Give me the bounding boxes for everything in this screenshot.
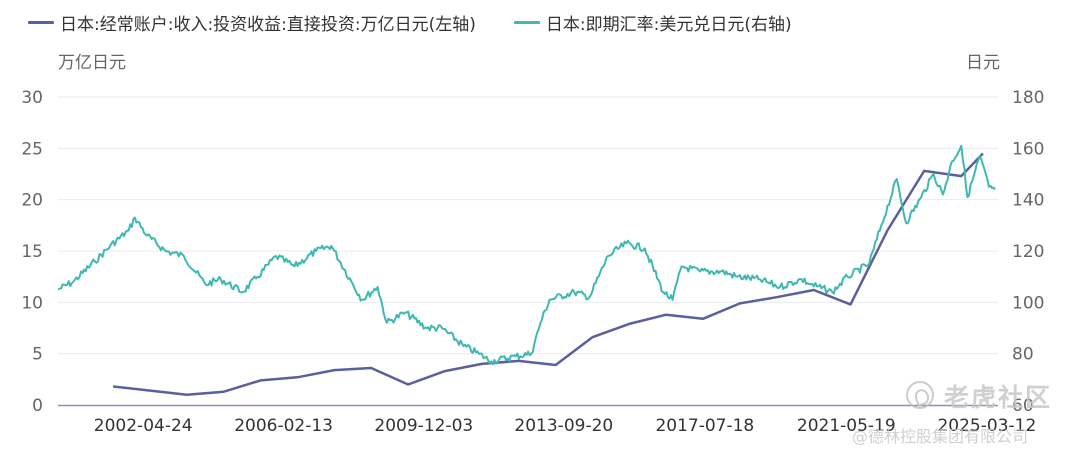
- legend-swatch-usdjpy: [513, 21, 540, 24]
- x-axis-tick-label: 2002-04-24: [94, 416, 193, 436]
- x-axis-tick-label: 2009-12-03: [374, 416, 473, 436]
- left-axis-unit-label: 万亿日元: [58, 53, 126, 73]
- watermark-sub-text: @德林控股集团有限公司: [852, 427, 1029, 446]
- x-axis-tick-label: 2006-02-13: [234, 416, 333, 436]
- left-axis-tick-label: 10: [21, 293, 43, 313]
- legend-label-investment-income: 日本:经常账户:收入:投资收益:直接投资:万亿日元(左轴): [60, 15, 476, 35]
- right-axis-tick-label: 60: [1012, 396, 1034, 416]
- left-axis-tick-label: 20: [21, 191, 43, 211]
- series-layer: [57, 144, 996, 396]
- legend-label-usdjpy: 日本:即期汇率:美元兑日元(右轴): [545, 15, 792, 35]
- x-axis-tick-label: 2017-07-18: [655, 416, 754, 436]
- x-axis-tick-label: 2021-05-19: [797, 416, 896, 436]
- right-axis-tick-label: 140: [1012, 191, 1044, 211]
- watermark-main-text: 老虎社区: [944, 383, 1053, 412]
- right-axis-tick-label: 100: [1012, 293, 1044, 313]
- right-axis-tick-label: 160: [1012, 139, 1044, 159]
- right-axis-unit-label: 日元: [966, 53, 1000, 73]
- series-line-investment-income: [112, 152, 984, 396]
- watermark-logo-icon: [906, 381, 934, 409]
- right-axis-tick-label: 180: [1012, 88, 1044, 108]
- left-axis-tick-label: 0: [32, 396, 43, 416]
- legend-item-usdjpy[interactable]: 日本:即期汇率:美元兑日元(右轴): [513, 10, 792, 35]
- left-axis-tick-label: 15: [21, 242, 43, 262]
- left-axis-tick-label: 5: [32, 345, 43, 365]
- axis-layer: 30 25 20 15 10 5 0 180 160 140 120 100 80 60 2002-04-2…: [21, 88, 1044, 436]
- legend-swatch-investment-income: [28, 21, 54, 24]
- chart-legend[interactable]: 日本:经常账户:收入:投资收益:直接投资:万亿日元(左轴) 日本:即期汇率:美元…: [28, 10, 830, 35]
- left-axis-tick-label: 30: [21, 88, 43, 108]
- legend-item-investment-income[interactable]: 日本:经常账户:收入:投资收益:直接投资:万亿日元(左轴): [28, 10, 476, 35]
- series-line-usdjpy: [57, 144, 996, 366]
- left-axis-tick-label: 25: [21, 139, 43, 159]
- right-axis-tick-label: 80: [1012, 345, 1034, 365]
- right-axis-tick-label: 120: [1012, 242, 1044, 262]
- grid-layer: [58, 96, 998, 355]
- x-axis-tick-label: 2025-03-12: [937, 416, 1036, 436]
- x-axis-tick-label: 2013-09-20: [514, 416, 613, 436]
